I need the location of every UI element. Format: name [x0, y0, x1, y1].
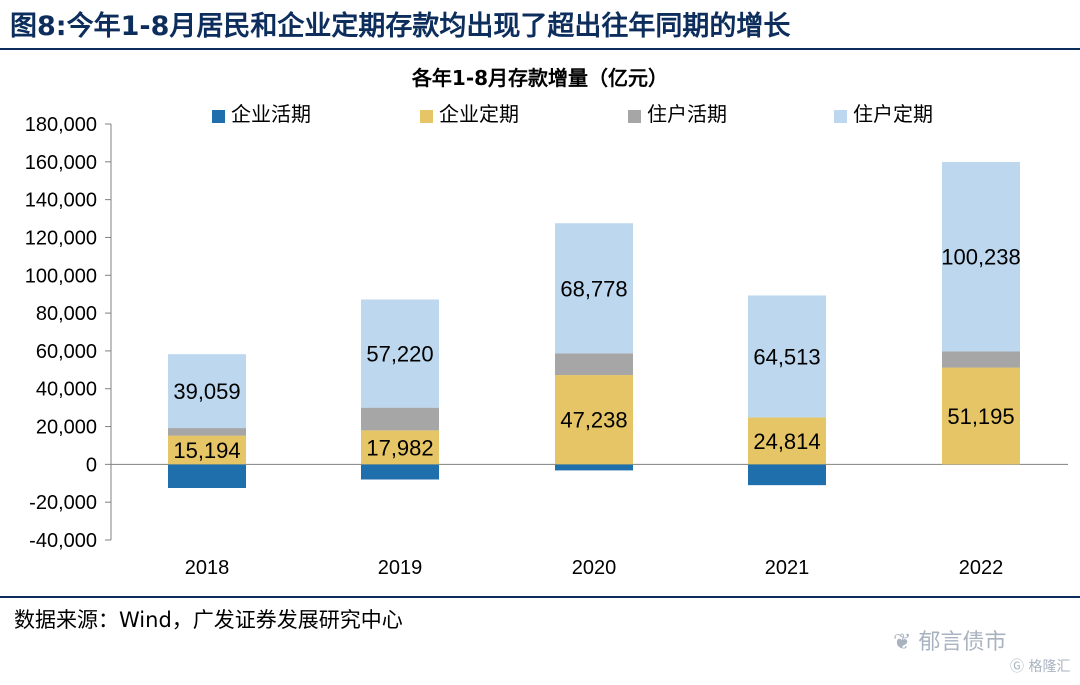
legend-swatch	[212, 110, 225, 123]
data-label: 39,059	[173, 379, 240, 404]
legend-label: 住户定期	[853, 102, 933, 126]
x-tick-label: 2022	[959, 557, 1004, 579]
figure-title-text: 今年1-8月居民和企业定期存款均出现了超出往年同期的增长	[66, 11, 791, 42]
site-watermark: Ⓖ 格隆汇	[1010, 659, 1071, 675]
legend-label: 住户活期	[647, 102, 727, 126]
site-watermark-text: 格隆汇	[1028, 659, 1071, 675]
bar-segment	[748, 417, 826, 465]
legend-label: 企业活期	[231, 102, 311, 126]
y-tick-label: -20,000	[29, 492, 97, 514]
x-tick-label: 2020	[572, 557, 617, 579]
y-tick-label: 140,000	[25, 190, 97, 212]
data-label: 57,220	[366, 342, 433, 367]
y-tick-label: -40,000	[29, 530, 97, 552]
y-tick-label: 160,000	[25, 152, 97, 174]
stacked-bar-chart: 各年1-8月存款增量（亿元） 企业活期 企业定期 住户活期 住户定期 -40,000 -20…	[25, 66, 1068, 579]
data-label: 15,194	[173, 438, 240, 463]
y-tick-label: 20,000	[36, 417, 97, 439]
legend-swatch	[834, 110, 847, 123]
bar-segment	[555, 223, 633, 354]
bottom-rule	[0, 596, 1080, 598]
wechat-watermark-text: 郁言债市	[918, 630, 1007, 655]
legend-label: 企业定期	[439, 102, 519, 126]
bar-segment	[748, 464, 826, 486]
y-tick-label: 180,000	[25, 114, 97, 136]
source-note: 数据来源：Wind，广发证券发展研究中心	[14, 608, 403, 632]
y-tick-label: 0	[86, 454, 97, 476]
bar-segment	[555, 353, 633, 376]
x-tick-label: 2019	[378, 557, 423, 579]
legend-swatch	[420, 110, 433, 123]
figure-header: 图8:今年1-8月居民和企业定期存款均出现了超出往年同期的增长	[0, 0, 1080, 52]
y-tick-label: 40,000	[36, 379, 97, 401]
y-tick-label: 60,000	[36, 341, 97, 363]
bar-segment	[555, 464, 633, 471]
figure-label: 图8:	[10, 11, 67, 42]
bar-segment	[361, 299, 439, 408]
top-rule	[0, 48, 1080, 50]
wechat-watermark: ❦ 郁言债市	[893, 630, 1007, 655]
bar-segment	[168, 354, 246, 429]
chart-title: 各年1-8月存款增量（亿元）	[411, 66, 668, 90]
figure-title: 图8:今年1-8月居民和企业定期存款均出现了超出往年同期的增长	[10, 4, 790, 43]
bar-segment	[361, 464, 439, 480]
bar-segment	[942, 367, 1020, 465]
bar-segment	[168, 428, 246, 436]
bar-segment	[168, 435, 246, 465]
legend-swatch	[628, 110, 641, 123]
bar-segment	[361, 430, 439, 465]
data-label: 68,778	[560, 276, 627, 301]
y-tick-label: 100,000	[25, 265, 97, 287]
bar-segment	[942, 161, 1020, 352]
data-label: 17,982	[366, 435, 433, 460]
data-label: 64,513	[753, 344, 820, 369]
y-tick-label: 80,000	[36, 303, 97, 325]
data-label: 51,195	[947, 404, 1014, 429]
bar-segment	[168, 464, 246, 488]
data-label: 47,238	[560, 408, 627, 433]
x-tick-label: 2021	[765, 557, 810, 579]
x-tick-label: 2018	[185, 557, 230, 579]
data-label: 24,814	[753, 429, 820, 454]
bar-segment	[361, 407, 439, 431]
bar-segment	[748, 295, 826, 418]
bar-segment	[555, 375, 633, 465]
data-label: 100,238	[941, 245, 1021, 270]
bar-segment	[942, 351, 1020, 368]
y-tick-label: 120,000	[25, 227, 97, 249]
